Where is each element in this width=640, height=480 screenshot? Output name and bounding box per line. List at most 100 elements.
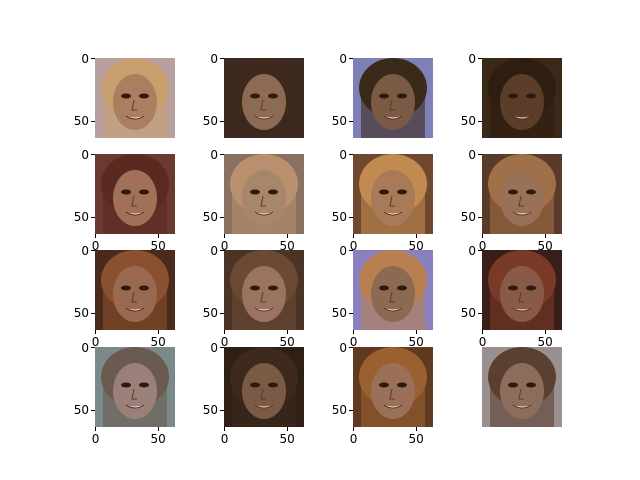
x-tick-label: 50 (408, 335, 424, 349)
x-tick-mark (482, 234, 484, 238)
x-tick-label: 50 (279, 335, 295, 349)
y-tick-mark (91, 120, 95, 122)
x-tick-label: 0 (349, 432, 358, 446)
face-image-panel: 0 50 0 50 (461, 244, 562, 349)
face-image-panel: 0 50 0 50 (332, 148, 433, 253)
y-tick-label: 50 (331, 210, 347, 225)
x-tick-label: 50 (408, 432, 424, 446)
x-tick-label: 50 (537, 335, 553, 349)
x-tick-label: 50 (150, 335, 166, 349)
y-tick-label: 0 (210, 147, 218, 162)
y-tick-mark (220, 58, 224, 60)
y-tick-mark (349, 58, 353, 60)
y-tick-mark (220, 250, 224, 252)
y-tick-label: 0 (468, 51, 476, 66)
x-tick-label: 50 (537, 239, 553, 253)
generated-face-image (224, 347, 304, 427)
y-tick-label: 0 (468, 243, 476, 258)
x-tick-label: 0 (91, 239, 100, 253)
x-tick-label: 0 (220, 432, 229, 446)
y-tick-label: 50 (202, 403, 218, 418)
x-tick-mark (353, 330, 355, 334)
y-tick-mark (220, 312, 224, 314)
x-tick-mark (95, 234, 97, 238)
y-tick-label: 50 (202, 210, 218, 225)
y-tick-label: 0 (339, 147, 347, 162)
x-tick-mark (286, 427, 288, 431)
y-tick-mark (220, 347, 224, 349)
generated-face-image (353, 250, 433, 330)
face-image-panel: 0 50 0 50 (332, 341, 433, 446)
y-tick-label: 50 (73, 114, 89, 129)
y-tick-label: 0 (339, 243, 347, 258)
generated-face-image (353, 58, 433, 138)
x-tick-label: 50 (279, 432, 295, 446)
x-tick-label: 50 (279, 239, 295, 253)
y-tick-label: 0 (81, 243, 89, 258)
generated-face-image (353, 347, 433, 427)
face-image-panel: 0 50 (203, 52, 304, 138)
generated-face-image (95, 347, 175, 427)
face-image-panel: 0 50 0 50 (332, 244, 433, 349)
generated-face-image (482, 58, 562, 138)
generated-face-image (224, 154, 304, 234)
x-tick-label: 0 (349, 335, 358, 349)
y-tick-label: 0 (210, 243, 218, 258)
y-tick-mark (349, 120, 353, 122)
x-tick-mark (157, 234, 159, 238)
y-tick-label: 50 (460, 114, 476, 129)
face-image-panel: 0 50 0 50 (461, 148, 562, 253)
generated-face-image (482, 250, 562, 330)
y-tick-label: 50 (202, 306, 218, 321)
x-tick-mark (224, 234, 226, 238)
y-tick-mark (91, 154, 95, 156)
y-tick-label: 0 (210, 340, 218, 355)
y-tick-mark (478, 312, 482, 314)
generated-face-image (482, 154, 562, 234)
generated-face-image (224, 250, 304, 330)
x-tick-mark (544, 234, 546, 238)
y-tick-label: 50 (460, 210, 476, 225)
x-tick-label: 50 (150, 239, 166, 253)
generated-face-image (95, 250, 175, 330)
y-tick-mark (91, 250, 95, 252)
y-tick-mark (478, 154, 482, 156)
face-image-panel (482, 347, 562, 427)
y-tick-mark (349, 347, 353, 349)
x-tick-label: 0 (91, 432, 100, 446)
generated-face-image (95, 154, 175, 234)
generated-face-image (95, 58, 175, 138)
face-image-panel: 0 50 (332, 52, 433, 138)
y-tick-mark (349, 154, 353, 156)
x-tick-mark (482, 330, 484, 334)
y-tick-label: 50 (73, 210, 89, 225)
y-tick-label: 0 (210, 51, 218, 66)
y-tick-mark (91, 347, 95, 349)
y-tick-label: 50 (460, 306, 476, 321)
x-tick-mark (224, 330, 226, 334)
x-tick-mark (286, 330, 288, 334)
x-tick-label: 50 (150, 432, 166, 446)
x-tick-mark (95, 427, 97, 431)
x-tick-mark (353, 427, 355, 431)
y-tick-label: 50 (331, 306, 347, 321)
x-tick-label: 0 (349, 239, 358, 253)
x-tick-label: 0 (220, 239, 229, 253)
y-tick-label: 50 (331, 403, 347, 418)
y-tick-label: 0 (81, 147, 89, 162)
y-tick-mark (91, 58, 95, 60)
x-tick-mark (415, 234, 417, 238)
y-tick-label: 50 (202, 114, 218, 129)
y-tick-label: 0 (339, 51, 347, 66)
y-tick-mark (220, 216, 224, 218)
x-tick-mark (415, 330, 417, 334)
generated-face-image (353, 154, 433, 234)
y-tick-mark (349, 312, 353, 314)
x-tick-mark (157, 330, 159, 334)
x-tick-label: 0 (91, 335, 100, 349)
y-tick-mark (220, 154, 224, 156)
y-tick-mark (349, 216, 353, 218)
face-image-panel: 0 50 (461, 52, 562, 138)
y-tick-mark (349, 409, 353, 411)
